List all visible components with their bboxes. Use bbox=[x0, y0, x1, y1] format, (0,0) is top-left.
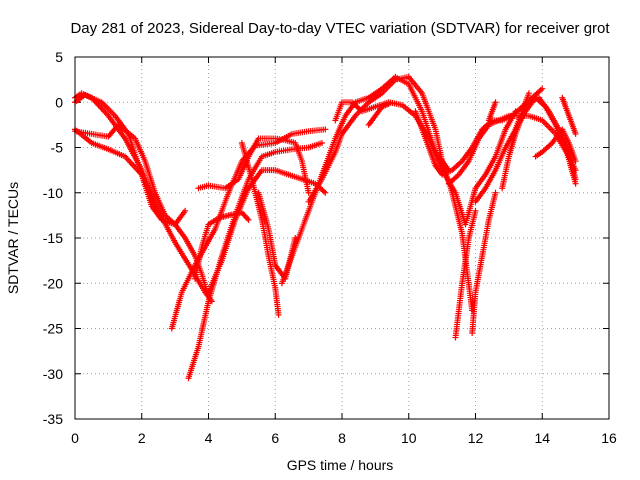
data-point-markers bbox=[505, 90, 532, 160]
x-tick-label: 12 bbox=[468, 430, 484, 446]
series-arc-13 bbox=[305, 73, 476, 314]
data-point-markers bbox=[305, 73, 476, 314]
y-tick-label: -25 bbox=[43, 321, 63, 337]
y-tick-label: -30 bbox=[43, 366, 63, 382]
data-point-markers bbox=[485, 99, 499, 124]
x-tick-label: 10 bbox=[401, 430, 417, 446]
series-arc-10 bbox=[238, 139, 282, 318]
y-tick-label: -10 bbox=[43, 185, 63, 201]
data-point-markers bbox=[365, 101, 392, 128]
series-arc-7 bbox=[192, 209, 252, 282]
series-arc-25 bbox=[559, 94, 579, 137]
series-arc-15 bbox=[365, 101, 392, 128]
series-arc-18 bbox=[452, 207, 479, 341]
x-tick-label: 2 bbox=[138, 430, 146, 446]
data-point-markers bbox=[195, 135, 312, 196]
series-arc-19 bbox=[469, 189, 499, 337]
y-tick-label: -20 bbox=[43, 275, 63, 291]
data-point-markers bbox=[559, 94, 579, 137]
y-tick-label: -15 bbox=[43, 230, 63, 246]
y-axis-label: SDTVAR / TECUs bbox=[5, 182, 21, 294]
x-tick-label: 14 bbox=[534, 430, 550, 446]
data-point-markers bbox=[532, 126, 579, 165]
series-arc-1 bbox=[72, 90, 215, 305]
x-tick-label: 0 bbox=[71, 430, 79, 446]
x-axis-label: GPS time / hours bbox=[287, 457, 394, 473]
x-tick-label: 16 bbox=[601, 430, 617, 446]
y-tick-label: -35 bbox=[43, 411, 63, 427]
chart-title: Day 281 of 2023, Sidereal Day-to-day VTE… bbox=[70, 20, 610, 37]
grid-lines bbox=[75, 57, 609, 419]
y-tick-label: 5 bbox=[55, 49, 63, 65]
x-tick-label: 6 bbox=[271, 430, 279, 446]
x-tick-label: 8 bbox=[338, 430, 346, 446]
x-tick-labels: 0 2 4 6 8 10 12 14 16 bbox=[71, 430, 617, 446]
series-arc-11 bbox=[255, 189, 299, 282]
series-arc-21 bbox=[485, 99, 499, 124]
data-point-markers bbox=[255, 189, 299, 282]
y-tick-label: -5 bbox=[51, 140, 64, 156]
series-arc-24 bbox=[532, 126, 579, 165]
y-tick-label: 0 bbox=[55, 94, 63, 110]
data-point-markers bbox=[192, 209, 252, 282]
series-arc-8 bbox=[195, 135, 312, 196]
data-points bbox=[72, 73, 579, 382]
data-point-markers bbox=[238, 139, 282, 318]
data-point-markers bbox=[452, 207, 479, 341]
plot-frame bbox=[74, 56, 610, 420]
x-tick-label: 4 bbox=[205, 430, 213, 446]
data-point-markers bbox=[469, 189, 499, 337]
y-tick-labels: 5 0 -5 -10 -15 -20 -25 -30 -35 bbox=[43, 49, 63, 427]
data-point-markers bbox=[72, 90, 215, 305]
series-arc-23 bbox=[505, 90, 532, 160]
